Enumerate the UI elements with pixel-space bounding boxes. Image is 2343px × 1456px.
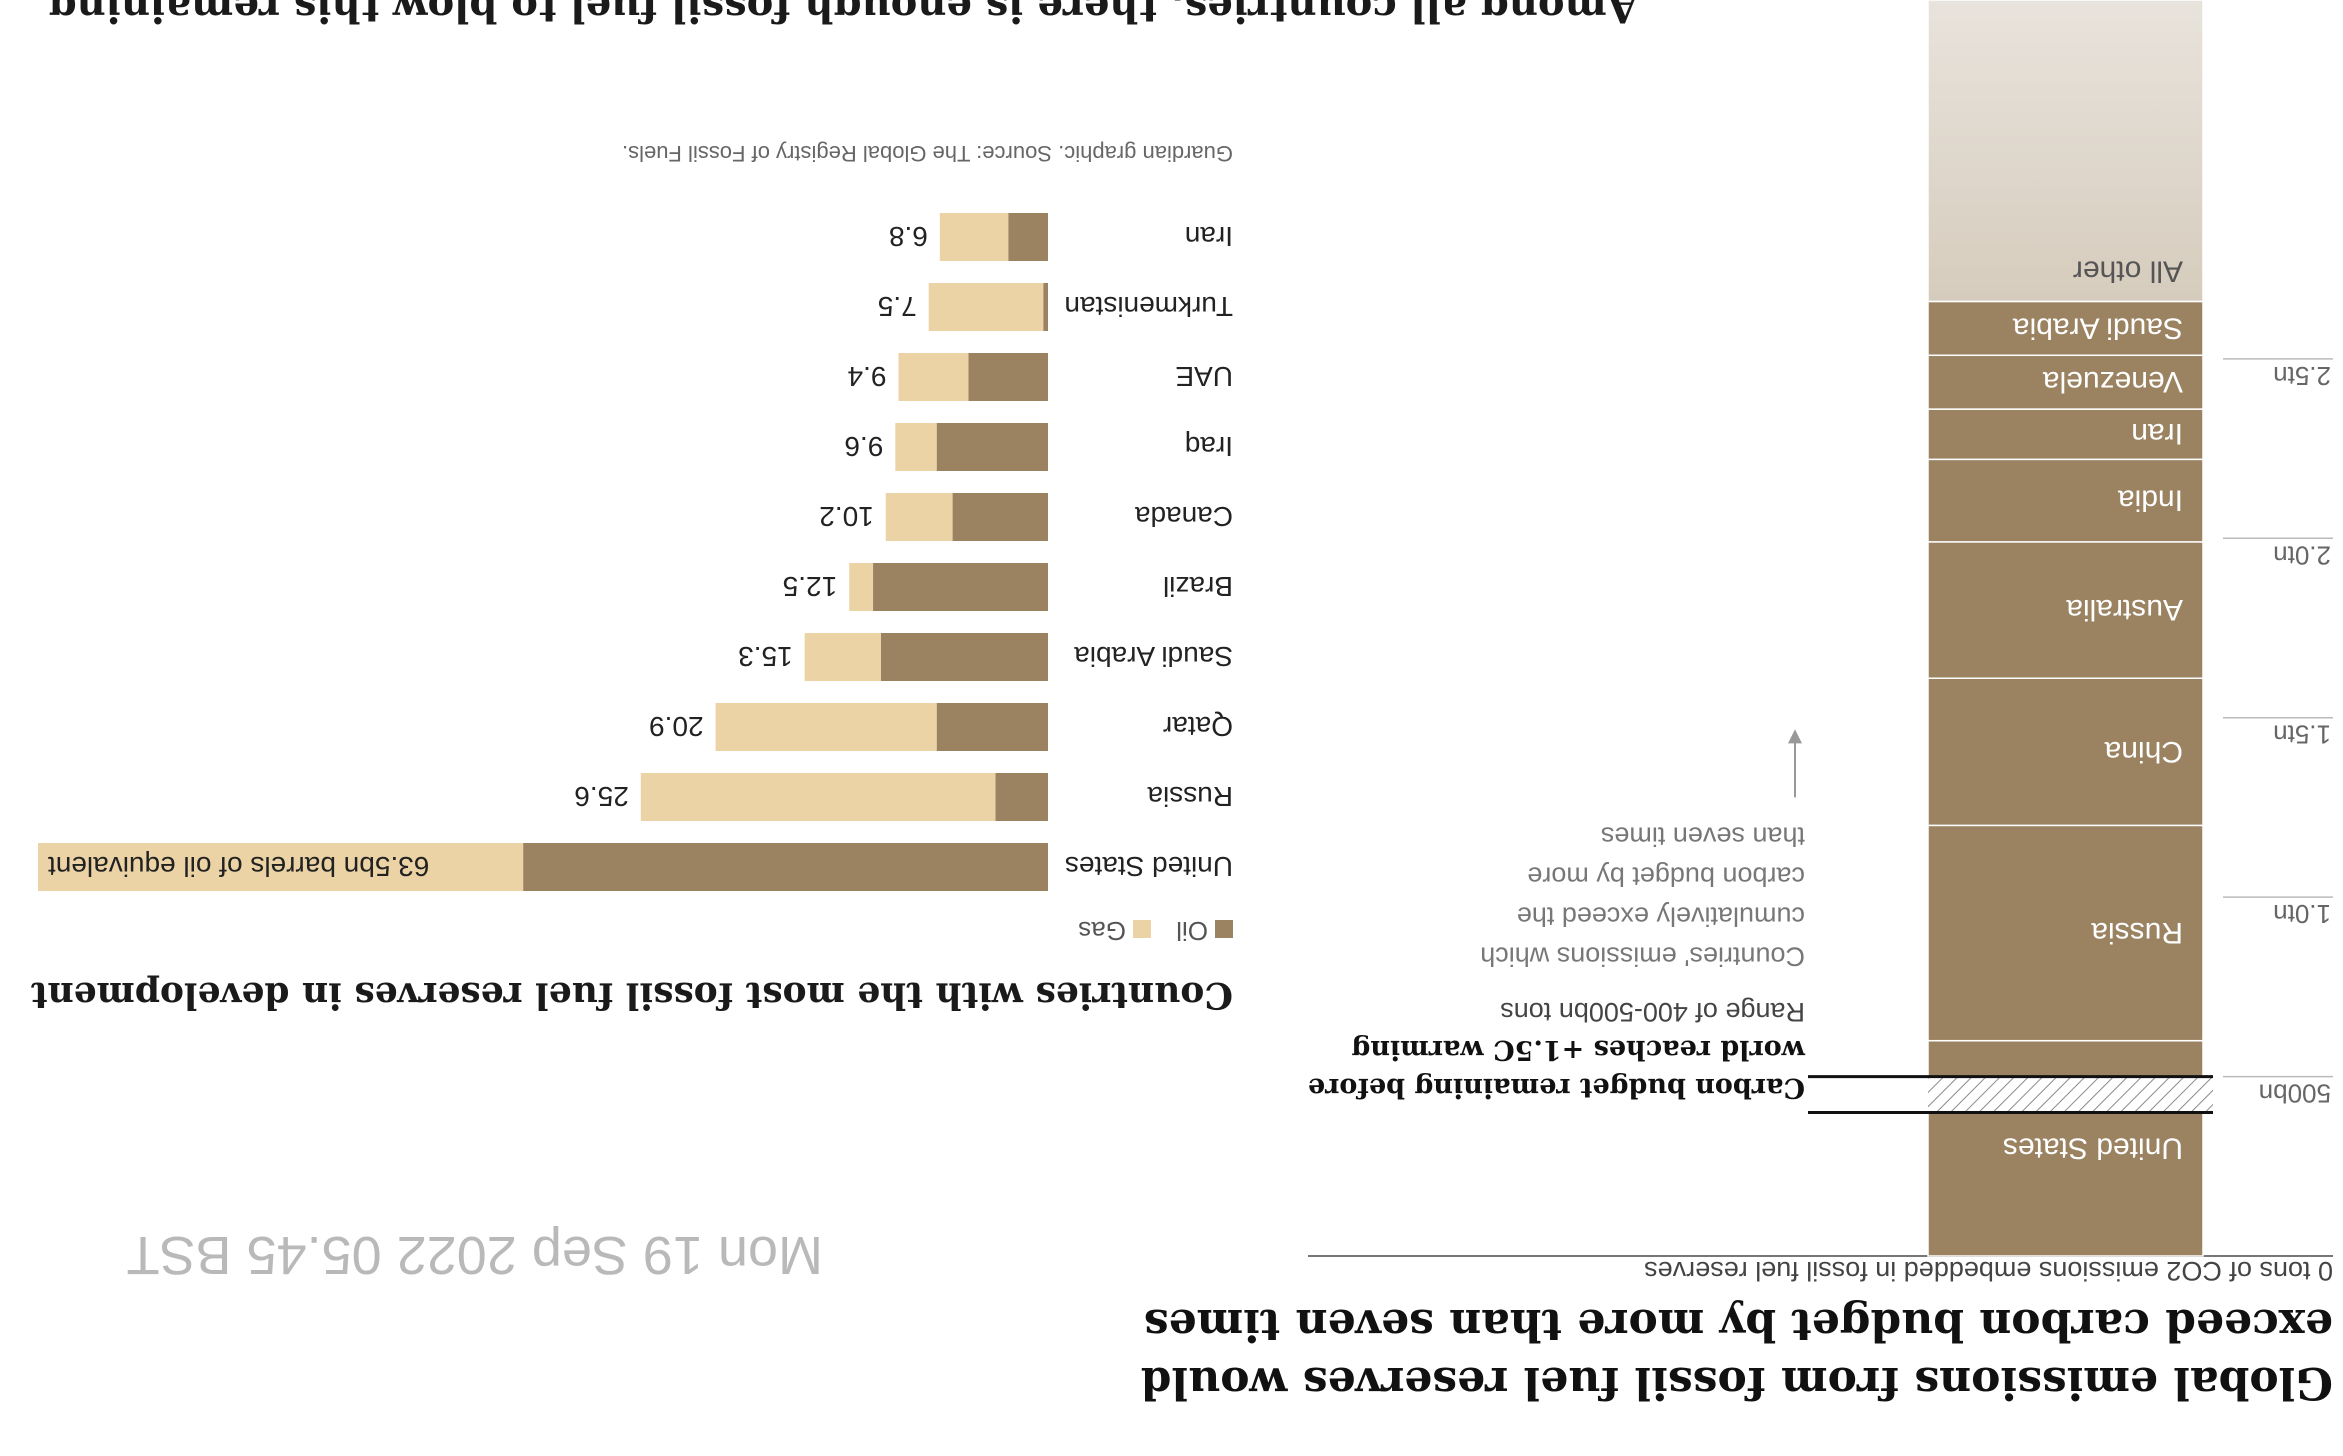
stack-segment bbox=[1927, 354, 2204, 410]
legend-swatch-gas bbox=[1132, 920, 1151, 938]
multiple-annotation-line: Countries' emissions which bbox=[1480, 941, 1805, 971]
stack-tick-label: 1.0tn bbox=[2273, 899, 2331, 929]
source-note: Guardian graphic. Source: The Global Reg… bbox=[622, 141, 1233, 166]
bar-gas bbox=[885, 493, 953, 541]
multiple-annotation-line: carbon budget by more bbox=[1527, 861, 1805, 891]
bar-total-label: 9.4 bbox=[848, 361, 887, 392]
category-label: Turkmenistan bbox=[1064, 291, 1233, 322]
category-label: Iran bbox=[1185, 221, 1233, 252]
budget-annotation-line-3: Range of 400-500bn tons bbox=[1500, 997, 1805, 1027]
annotation-arrow-head bbox=[1788, 729, 1802, 744]
bar-oil bbox=[880, 633, 1048, 681]
bar-gas bbox=[849, 563, 874, 611]
stack-segment bbox=[1927, 541, 2204, 679]
bar-gas bbox=[928, 283, 1044, 331]
category-label: Qatar bbox=[1163, 711, 1233, 742]
stack-tick-label: 500bn bbox=[2259, 1079, 2331, 1109]
bar-gas bbox=[898, 353, 969, 401]
stack-segment bbox=[1927, 677, 2204, 827]
category-label: Saudi Arabia bbox=[1074, 641, 1233, 672]
bar-total-label: 6.8 bbox=[889, 221, 928, 252]
bar-total-label: 63.5bn barrels of oil equivalent bbox=[48, 851, 430, 882]
stack-segment bbox=[1927, 408, 2204, 461]
stack-tick-label: 1.5tn bbox=[2273, 720, 2331, 750]
reserves-bar-chart: United States 63.5bn barrels of oil equiv… bbox=[38, 213, 1233, 891]
legend-label-gas: Gas bbox=[1078, 916, 1126, 946]
bar-oil bbox=[1043, 283, 1048, 331]
budget-band bbox=[1928, 1076, 2213, 1113]
stack-segment bbox=[1927, 300, 2204, 357]
legend-label-oil: Oil bbox=[1176, 916, 1208, 946]
bar-oil bbox=[873, 563, 1048, 611]
bar-oil bbox=[995, 773, 1048, 821]
legend-swatch-oil bbox=[1215, 920, 1233, 938]
chart-title: Countries with the most fossil fuel rese… bbox=[30, 974, 1233, 1016]
bar-gas bbox=[38, 843, 524, 891]
bar-gas bbox=[715, 703, 937, 751]
bar-oil bbox=[523, 843, 1048, 891]
stack-segment-label: Australia bbox=[2066, 593, 2183, 626]
bar-total-label: 9.6 bbox=[844, 431, 883, 462]
bar-oil bbox=[952, 493, 1048, 541]
stack-segment-label: United States bbox=[2003, 1131, 2183, 1164]
category-label: Russia bbox=[1147, 781, 1233, 812]
multiple-annotation-line: than seven times bbox=[1601, 821, 1805, 851]
category-label: Brazil bbox=[1163, 571, 1233, 602]
budget-annotation-line-2: world reaches +1.5C warming bbox=[1351, 1034, 1806, 1065]
bar-total-label: 15.3 bbox=[738, 641, 793, 672]
budget-annotation-line-1: Carbon budget remaining before bbox=[1308, 1072, 1805, 1103]
bar-oil bbox=[1008, 213, 1048, 261]
bar-total-label: 7.5 bbox=[878, 291, 917, 322]
stack-segment-label: China bbox=[2104, 735, 2183, 768]
category-label: Iraq bbox=[1185, 431, 1233, 462]
stack-segment bbox=[1927, 0, 2204, 303]
category-label: Canada bbox=[1134, 501, 1233, 532]
bar-oil bbox=[968, 353, 1048, 401]
stack-segment bbox=[1927, 458, 2204, 543]
bar-gas bbox=[895, 423, 937, 471]
bar-total-label: 10.2 bbox=[819, 501, 874, 532]
stack-segment-label: Iran bbox=[2131, 417, 2183, 450]
multiple-annotation-line: cumulatively exceed the bbox=[1517, 901, 1805, 931]
bar-total-label: 12.5 bbox=[783, 571, 838, 602]
bar-total-label: 25.6 bbox=[574, 781, 629, 812]
stack-tick-label: 2.0tn bbox=[2273, 540, 2331, 570]
stack-segment-label: Saudi Arabia bbox=[2013, 311, 2183, 344]
category-label: United States bbox=[1065, 851, 1233, 882]
bar-oil bbox=[936, 703, 1048, 751]
timestamp: Mon 19 Sep 2022 05.45 BST bbox=[126, 1225, 824, 1285]
stack-segment-label: All other bbox=[2073, 254, 2183, 287]
stacked-emissions-chart: United States Russia China Australia India Ir… bbox=[1308, 0, 2333, 1257]
bar-gas bbox=[640, 773, 996, 821]
bar-oil bbox=[936, 423, 1048, 471]
bar-gas bbox=[939, 213, 1009, 261]
stack-segment-label: India bbox=[2118, 484, 2183, 517]
stack-segment-label: Venezuela bbox=[2043, 365, 2183, 398]
stack-tick-label: 2.5tn bbox=[2273, 361, 2331, 391]
legend: Oil Gas bbox=[1060, 915, 1233, 946]
stack-segment-label: Russia bbox=[2091, 916, 2183, 949]
category-label: UAE bbox=[1175, 361, 1233, 392]
bar-gas bbox=[804, 633, 881, 681]
bar-total-label: 20.9 bbox=[649, 711, 704, 742]
